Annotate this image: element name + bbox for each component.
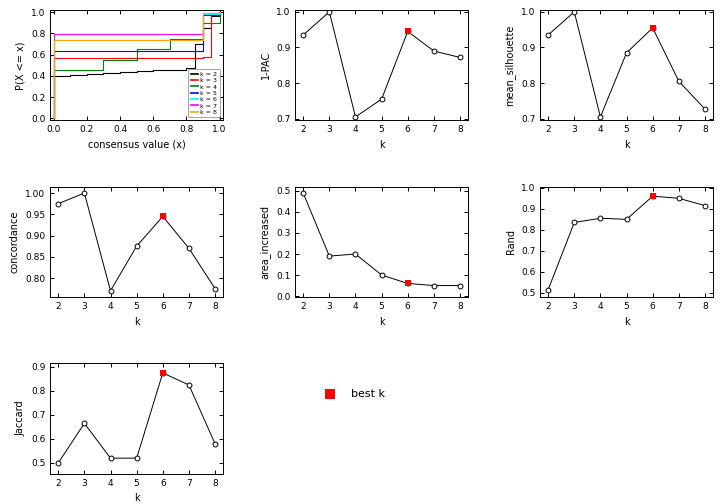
Y-axis label: Rand: Rand [505, 229, 516, 255]
Y-axis label: concordance: concordance [10, 211, 20, 273]
Y-axis label: P(X <= x): P(X <= x) [16, 41, 26, 90]
X-axis label: k: k [134, 317, 140, 327]
X-axis label: k: k [379, 140, 384, 150]
X-axis label: k: k [379, 317, 384, 327]
Legend: k = 2, k = 3, k = 4, k = 5, k = 6, k = 7, k = 8: k = 2, k = 3, k = 4, k = 5, k = 6, k = 7… [189, 69, 220, 117]
Y-axis label: Jaccard: Jaccard [16, 401, 26, 436]
Y-axis label: mean_silhouette: mean_silhouette [505, 25, 516, 106]
X-axis label: k: k [624, 317, 629, 327]
Y-axis label: 1-PAC: 1-PAC [261, 51, 271, 80]
X-axis label: k: k [624, 140, 629, 150]
X-axis label: k: k [134, 493, 140, 503]
Y-axis label: area_increased: area_increased [260, 205, 271, 279]
X-axis label: consensus value (x): consensus value (x) [88, 140, 186, 150]
Text: best k: best k [351, 389, 384, 399]
